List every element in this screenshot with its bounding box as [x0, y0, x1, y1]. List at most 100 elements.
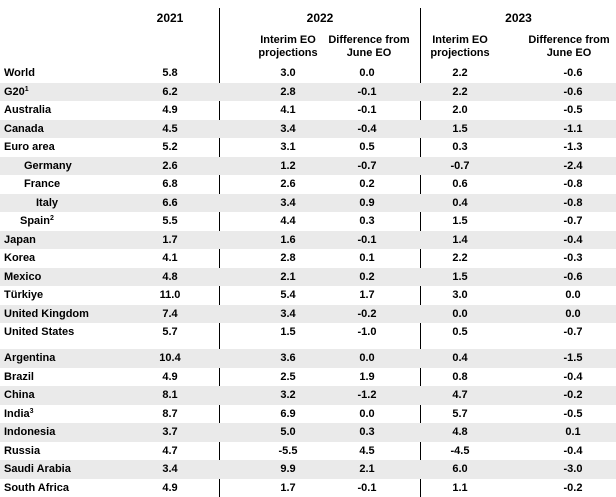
value-2021: 7.4: [162, 307, 178, 320]
table-row: Indonesia 3.7 5.0 0.3 4.8 0.1: [0, 423, 616, 442]
footnote-marker: 2: [49, 215, 54, 222]
difference-2023: -0.6: [563, 67, 583, 79]
row-label: Australia: [4, 104, 51, 117]
row-shading: [0, 82, 616, 101]
table-row: Spain2 5.5 4.4 0.3 1.5 -0.7: [0, 212, 616, 231]
row-label: Russia: [4, 445, 40, 458]
difference-2022: -0.2: [357, 307, 377, 320]
row-shading: [0, 193, 616, 212]
row-label: Saudi Arabia: [4, 463, 71, 476]
row-label: Mexico: [4, 271, 41, 284]
difference-2023: -1.1: [563, 122, 583, 135]
difference-2022: -1.0: [357, 326, 377, 338]
country-name: China: [4, 389, 35, 401]
projection-2022: 3.0: [280, 67, 296, 79]
table-row: Russia 4.7 -5.5 4.5 -4.5 -0.4: [0, 442, 616, 461]
projection-2022: 6.9: [280, 407, 296, 420]
projection-2023: 0.4: [452, 352, 468, 364]
table-row: United Kingdom 7.4 3.4 -0.2 0.0 0.0: [0, 305, 616, 324]
value-2021: 4.9: [162, 104, 178, 116]
difference-2023: 0.0: [565, 289, 581, 301]
table-row: Italy 6.6 3.4 0.9 0.4 -0.8: [0, 194, 616, 213]
difference-2022: -0.7: [357, 159, 377, 172]
country-name: Brazil: [4, 370, 34, 383]
row-label: Japan: [4, 234, 36, 247]
value-2021: 4.9: [162, 481, 178, 494]
projection-2022: 2.5: [280, 370, 296, 383]
country-name: Spain: [20, 215, 50, 227]
table-row: Argentina 10.4 3.6 0.0 0.4 -1.5: [0, 349, 616, 368]
header-year-2021: 2021: [156, 11, 184, 25]
value-2021: 6.2: [162, 85, 178, 98]
value-2021: 4.7: [162, 444, 178, 457]
header-2023-diff-line2: June EO: [546, 47, 592, 59]
difference-2022: 0.1: [359, 252, 375, 264]
projection-2023: 4.8: [452, 426, 468, 438]
row-shading: [0, 460, 616, 479]
projection-2022: 9.9: [280, 463, 296, 475]
row-label: Korea: [4, 252, 35, 265]
table-row: Euro area 5.2 3.1 0.5 0.3 -1.3: [0, 138, 616, 157]
value-2021: 5.5: [162, 215, 178, 227]
difference-2023: -0.2: [563, 481, 583, 494]
row-shading: [0, 267, 616, 286]
difference-2023: -1.3: [563, 141, 583, 153]
column-divider-2023: [420, 8, 421, 497]
difference-2022: 0.3: [359, 215, 375, 227]
header-2023-difference: Difference from June EO: [516, 34, 616, 60]
row-label: G201: [4, 86, 29, 99]
difference-2022: -0.1: [357, 85, 377, 98]
country-name: World: [4, 67, 35, 79]
header-2022-interim-line2: projections: [258, 47, 318, 59]
projection-2023: 6.0: [452, 463, 468, 475]
header-2023-interim-line2: projections: [430, 47, 490, 59]
difference-2022: -0.4: [357, 122, 377, 135]
table-row: China 8.1 3.2 -1.2 4.7 -0.2: [0, 386, 616, 405]
country-name: Germany: [24, 159, 72, 172]
value-2021: 8.1: [162, 389, 178, 401]
row-shading: [0, 349, 616, 368]
row-label: China: [4, 389, 35, 402]
projection-2023: 0.0: [452, 307, 468, 320]
country-name: Japan: [4, 233, 36, 246]
difference-2023: -0.8: [563, 196, 583, 209]
footnote-marker: 3: [29, 407, 34, 415]
row-label: Brazil: [4, 371, 34, 384]
projection-2023: 0.3: [452, 141, 468, 153]
row-label: United States: [4, 326, 74, 339]
row-label: Indonesia: [4, 426, 55, 439]
country-name: Türkiye: [4, 289, 44, 301]
country-name: Canada: [4, 122, 44, 135]
value-2021: 8.7: [162, 407, 178, 420]
projection-2023: 4.7: [452, 389, 468, 401]
difference-2022: 0.2: [359, 178, 375, 190]
header-2022-interim-projections: Interim EO projections: [233, 34, 343, 60]
value-2021: 4.5: [162, 122, 178, 135]
projection-2023: 2.2: [452, 252, 468, 264]
difference-2023: -1.5: [563, 352, 583, 364]
column-divider-2022: [219, 8, 220, 497]
country-name: G20: [4, 85, 25, 98]
projection-2023: 1.5: [452, 270, 468, 283]
header-year-2022: 2022: [306, 11, 334, 25]
country-name: South Africa: [4, 481, 69, 494]
projection-2022: 4.1: [280, 104, 296, 116]
projection-2022: 3.4: [280, 307, 296, 320]
projection-2023: 1.1: [452, 481, 468, 494]
header-2022-diff-line1: Difference from: [328, 34, 410, 46]
header-2022-interim-line1: Interim EO: [260, 34, 316, 46]
difference-2023: -0.2: [563, 389, 583, 401]
table-row: United States 5.7 1.5 -1.0 0.5 -0.7: [0, 323, 616, 342]
projection-2023: 3.0: [452, 289, 468, 301]
projection-2023: 2.2: [452, 85, 468, 98]
header-2022-diff-line2: June EO: [346, 47, 392, 59]
value-2021: 6.6: [162, 196, 178, 209]
row-label: Canada: [4, 123, 44, 136]
value-2021: 10.4: [159, 352, 181, 364]
table-row: Korea 4.1 2.8 0.1 2.2 -0.3: [0, 249, 616, 268]
difference-2022: 0.0: [359, 67, 375, 79]
value-2021: 11.0: [159, 289, 181, 301]
header-year-2023: 2023: [505, 11, 532, 25]
projection-2022: 1.6: [280, 233, 296, 246]
